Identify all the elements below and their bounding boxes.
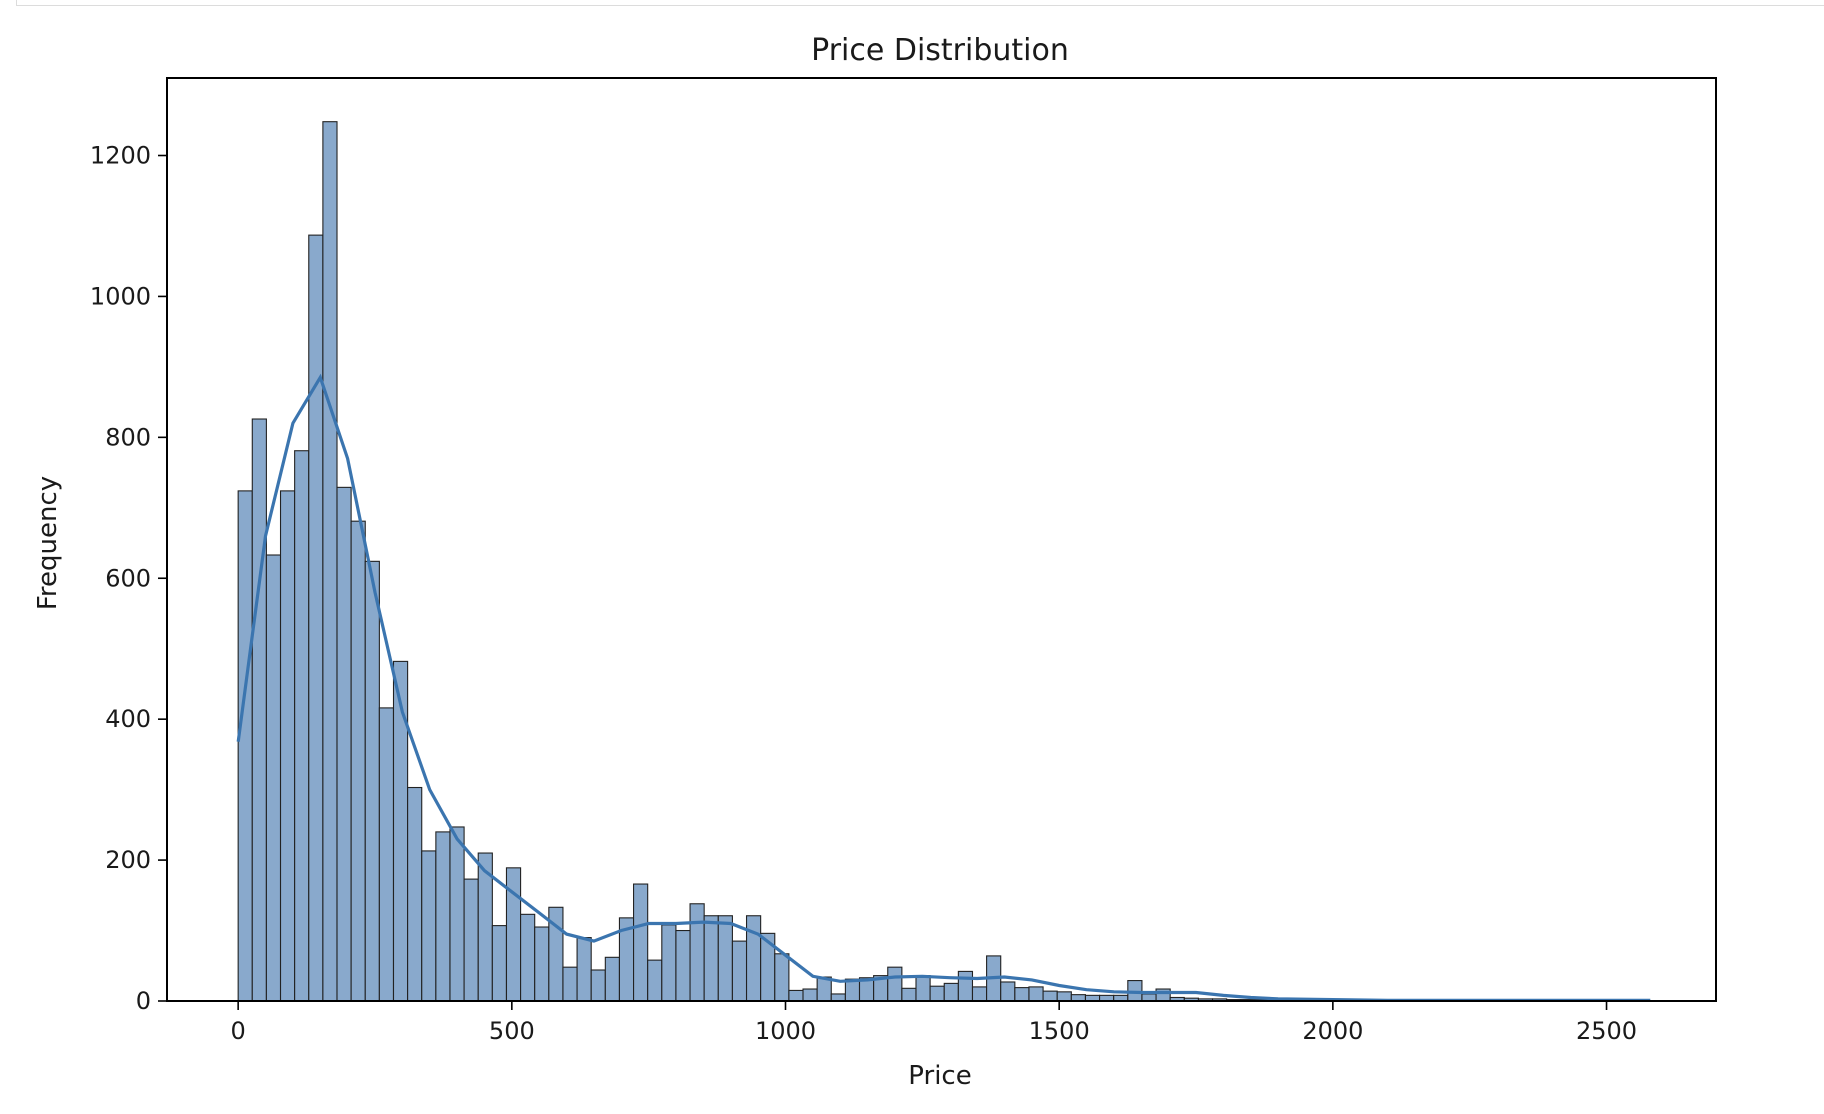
histogram-bar (562, 966, 578, 1002)
histogram-bar (647, 959, 663, 1002)
histogram-bar (308, 234, 324, 1002)
x-tick-label: 1000 (755, 1017, 816, 1045)
histogram-bar (392, 660, 409, 1002)
kde-density-line (236, 373, 1651, 1002)
histogram-bar (576, 937, 592, 1002)
histogram-bar (336, 486, 352, 1002)
histogram-bar (590, 969, 606, 1002)
histogram-bar (915, 975, 931, 1002)
histogram-bar (830, 993, 846, 1002)
histogram-bar (957, 970, 974, 1002)
histogram-bar (322, 121, 338, 1002)
histogram-bar (350, 520, 366, 1002)
histogram-bar (1028, 986, 1044, 1002)
y-tick-label: 1200 (90, 142, 151, 170)
histogram-bar (378, 707, 395, 1002)
histogram-bar (689, 903, 705, 1002)
histogram-bar (1014, 987, 1030, 1002)
histogram-bar (703, 915, 719, 1002)
histogram-bar (731, 940, 748, 1002)
histogram-bar (717, 915, 733, 1002)
y-tick-label: 1000 (90, 282, 151, 310)
histogram-bar (520, 913, 536, 1002)
histogram-bar (943, 982, 959, 1002)
top-cell-border (16, 0, 1824, 6)
y-tick-label: 400 (105, 705, 151, 733)
histogram-bar (491, 925, 508, 1002)
y-tick-label: 800 (105, 423, 151, 451)
histogram-bar (1056, 991, 1072, 1002)
x-tick-label: 0 (231, 1017, 246, 1045)
histogram-bar (1042, 990, 1058, 1002)
x-tick-label: 500 (489, 1017, 535, 1045)
histogram-bars (237, 121, 1553, 1002)
histogram-bar (463, 878, 479, 1002)
histogram-bar (1141, 993, 1157, 1002)
histogram-bar (534, 926, 550, 1002)
x-tick-label: 1500 (1029, 1017, 1090, 1045)
histogram-bar (421, 850, 437, 1002)
histogram-bar (661, 924, 677, 1002)
histogram-bar (887, 966, 903, 1002)
histogram-bar (294, 450, 310, 1002)
histogram-bar (265, 554, 282, 1002)
histogram-bar (675, 929, 691, 1002)
histogram-bar (788, 989, 804, 1002)
histogram-bar (435, 831, 451, 1002)
histogram-bar (251, 418, 267, 1002)
histogram-bar (449, 826, 465, 1002)
y-tick-label: 600 (105, 564, 151, 592)
x-tick-label: 2000 (1302, 1017, 1363, 1045)
y-axis-ticks: 0 200 400 600 800 1000 1200 (90, 142, 167, 1015)
histogram-bar (237, 490, 253, 1002)
histogram-bar (802, 988, 818, 1002)
histogram-bar (1000, 981, 1016, 1002)
histogram-bar (774, 953, 790, 1002)
x-axis-ticks: 0 500 1000 1500 2000 2500 (231, 1001, 1637, 1045)
histogram-bar (901, 987, 917, 1002)
x-axis-label: Price (908, 1061, 971, 1091)
histogram-bar (745, 915, 762, 1002)
histogram-bar (364, 560, 380, 1002)
y-tick-label: 0 (136, 987, 151, 1015)
chart-title: Price Distribution (811, 33, 1069, 68)
histogram-bar (279, 490, 296, 1002)
y-tick-label: 200 (105, 846, 151, 874)
histogram-bar (604, 956, 620, 1002)
histogram-bar (971, 986, 988, 1002)
histogram-bar (1155, 988, 1171, 1002)
histogram-bar (633, 883, 649, 1002)
plot-frame (166, 77, 1717, 1002)
histogram-bar (929, 985, 945, 1002)
y-axis-label: Frequency (33, 476, 63, 610)
histogram-bar (407, 786, 423, 1002)
x-tick-label: 2500 (1576, 1017, 1637, 1045)
